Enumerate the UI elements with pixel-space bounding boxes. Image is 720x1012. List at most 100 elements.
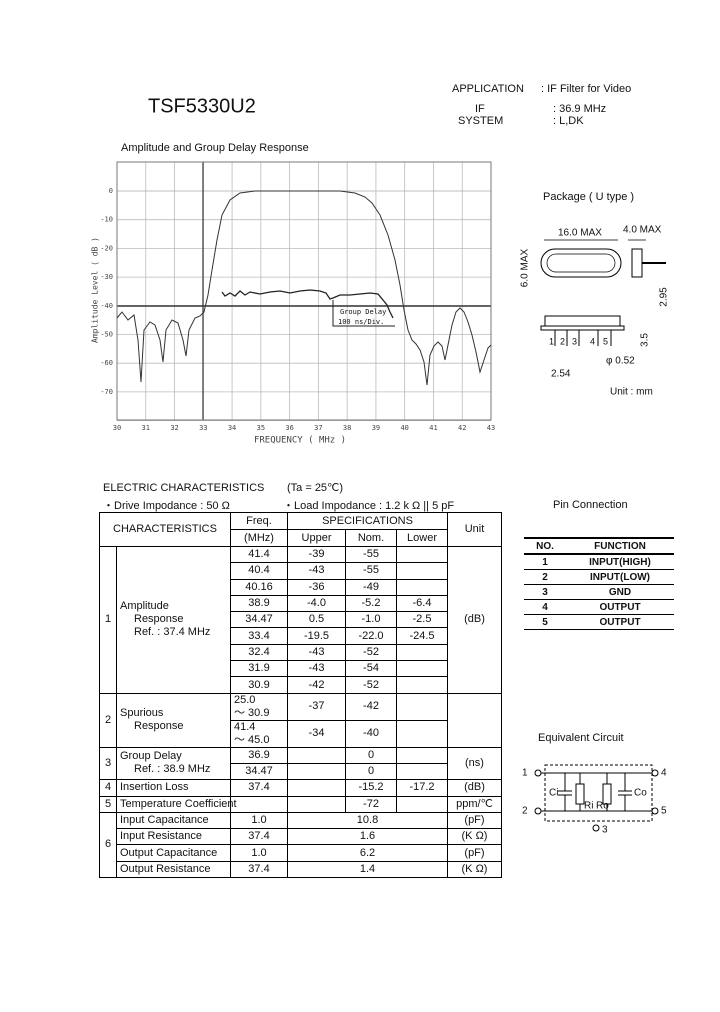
cell-line: Temperature Coefficient (120, 797, 237, 810)
cell-line: ～ 30.9 (234, 706, 270, 719)
spec-cell: -42 (287, 676, 346, 694)
annotation: Group Delay (340, 308, 386, 316)
x-tick-label: 33 (199, 424, 207, 432)
freq-cell: 25.0 ～ 30.9 (230, 692, 288, 721)
app-key: SYSTEM (458, 115, 503, 127)
unit-cell: (K Ω) (447, 860, 502, 879)
y-tick-label: -20 (100, 244, 113, 252)
cell-line: Response (134, 613, 184, 626)
section-title: ELECTRIC CHARACTERISTICS (103, 482, 264, 494)
characteristic: Group Delay Ref. : 38.9 MHz (116, 746, 231, 781)
spec-cell: -4.0 (287, 594, 346, 613)
spec-cell: -52 (345, 643, 397, 662)
spec-cell: -72 (345, 795, 397, 813)
spec-cell (287, 795, 346, 813)
spec-cell: 0.5 (287, 611, 346, 629)
dimension: 4.0 MAX (623, 225, 662, 236)
spec-cell: -43 (287, 660, 346, 678)
header-cell: FUNCTION (566, 537, 674, 555)
spec-cell: 1.6 (287, 828, 448, 846)
spec-cell (396, 692, 448, 721)
freq-cell: 41.4 (230, 545, 288, 564)
spec-cell (396, 643, 448, 662)
group-number: 4 (99, 779, 117, 797)
characteristic: Output Capacitance (116, 844, 231, 862)
node-label: 1 (522, 768, 528, 779)
node-label: 4 (661, 768, 667, 779)
cell-line: Input Capacitance (120, 814, 209, 826)
spec-cell (396, 562, 448, 580)
y-tick-label: 0 (109, 187, 113, 195)
spec-cell: -42 (345, 692, 397, 721)
freq-cell: 34.47 (230, 762, 288, 781)
cell-line: Ref. : 38.9 MHz (134, 763, 211, 776)
x-tick-label: 36 (285, 424, 293, 432)
unit-cell (447, 692, 502, 748)
pin-number: 3 (572, 336, 577, 346)
spec-cell: -19.5 (287, 627, 346, 645)
spec-cell: -36 (287, 578, 346, 596)
pin-number: 1 (549, 336, 554, 346)
pin-cell: OUTPUT (566, 614, 674, 630)
package-title: Package ( U type ) (543, 191, 634, 203)
freq-cell: 36.9 (230, 746, 288, 764)
part-number: TSF5330U2 (148, 95, 256, 117)
pin-cell: 1 (524, 553, 566, 570)
spec-cell (396, 719, 448, 748)
amplitude-curve (116, 190, 492, 386)
freq-cell (230, 795, 288, 813)
package-side (631, 248, 643, 278)
freq-cell: 31.9 (230, 660, 288, 678)
freq-cell: 41.4 ～ 45.0 (230, 719, 288, 748)
header-cell: Unit (447, 512, 502, 547)
section-title: Pin Connection (553, 499, 628, 511)
pin-cell: 4 (524, 599, 566, 615)
group-number: 6 (99, 811, 117, 879)
pin-cell: GND (566, 584, 674, 600)
spec-cell: -52 (345, 676, 397, 694)
spec-cell: -55 (345, 562, 397, 580)
freq-cell: 34.47 (230, 611, 288, 629)
spec-cell: -43 (287, 562, 346, 580)
characteristic: Input Capacitance (116, 811, 231, 830)
cell-line: Response (134, 720, 184, 733)
freq-cell: 1.0 (230, 811, 288, 830)
header-cell: SPECIFICATIONS (287, 512, 448, 530)
dimension: 6.0 MAX (520, 249, 531, 288)
spec-cell: -22.0 (345, 627, 397, 645)
cell-line: ～ 45.0 (234, 733, 270, 746)
app-value: : L,DK (553, 115, 584, 127)
dimension: φ 0.52 (606, 356, 635, 367)
unit-cell: (ns) (447, 746, 502, 781)
freq-cell: 40.4 (230, 562, 288, 580)
pin-number: 2 (560, 336, 565, 346)
characteristic: Spurious Response (116, 692, 231, 748)
condition: (Ta = 25℃) (287, 482, 343, 494)
condition: ・Drive Impodance : 50 Ω (103, 500, 230, 512)
dimension: 2.95 (659, 287, 670, 307)
package-top (540, 248, 622, 278)
circuit (534, 764, 659, 832)
y-axis-label: Amplitude Level ( dB ) (91, 237, 100, 343)
cell-line: 41.4 (234, 720, 256, 733)
cell-line: Amplitude (120, 600, 169, 613)
pin-cell: 3 (524, 584, 566, 600)
y-tick-label: -70 (100, 388, 113, 396)
header-cell: CHARACTERISTICS (99, 512, 231, 547)
spec-cell: -34 (287, 719, 346, 748)
pin-cell: 5 (524, 614, 566, 630)
spec-cell: -40 (345, 719, 397, 748)
pin-cell: 2 (524, 569, 566, 585)
unit-cell: (pF) (447, 844, 502, 862)
spec-cell: -55 (345, 545, 397, 564)
characteristic: Input Resistance (116, 828, 231, 846)
package-top (546, 253, 616, 273)
x-tick-label: 43 (487, 424, 495, 432)
section-title: Equivalent Circuit (538, 732, 624, 744)
spec-cell (287, 762, 346, 781)
freq-cell: 32.4 (230, 643, 288, 662)
spec-cell: -2.5 (396, 611, 448, 629)
part-label: Co (634, 788, 647, 799)
spec-cell (396, 660, 448, 678)
pin-cell: INPUT(HIGH) (566, 553, 674, 570)
